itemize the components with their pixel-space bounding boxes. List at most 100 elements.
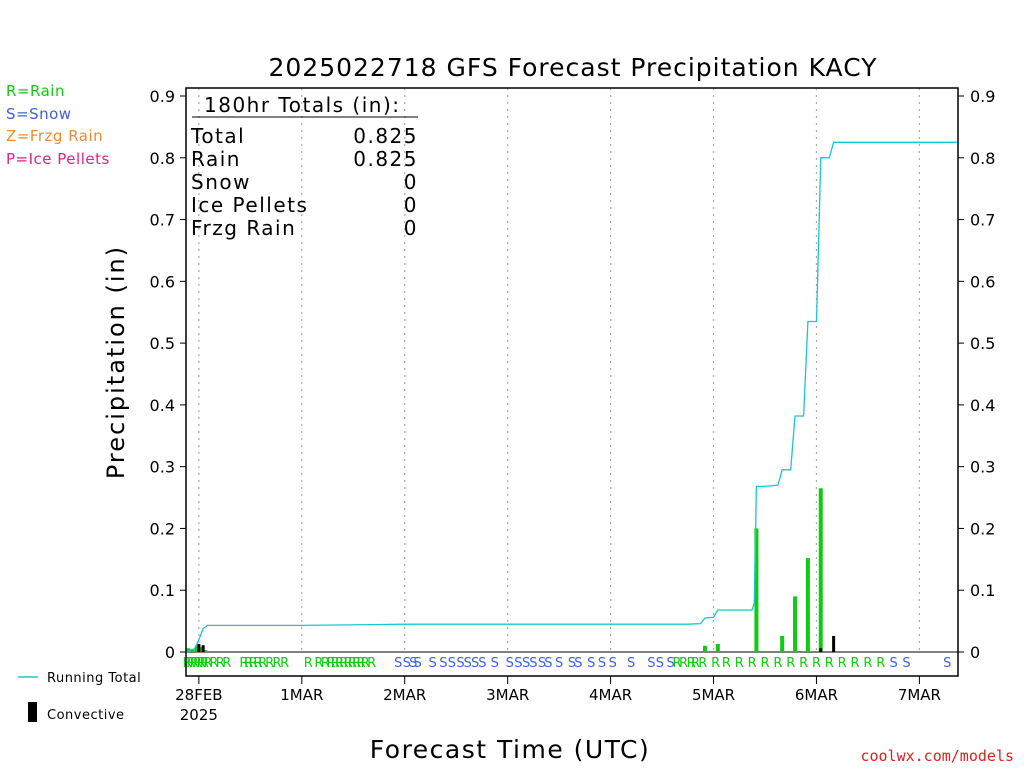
convective-legend: Convective	[47, 708, 125, 723]
x-tick-label: 1MAR	[280, 686, 323, 704]
ptype-letter: S	[403, 656, 411, 671]
ptype-letter: S	[506, 656, 514, 671]
ptype-letter: R	[348, 656, 357, 671]
ptype-letter: R	[352, 656, 361, 671]
legend-snow: S=Snow	[6, 105, 72, 123]
ptype-letter: S	[409, 656, 417, 671]
y-axis: 0 00.1 0.10.2 0.20.3 0.30.4 0.40.5 0.50.6 0.60.…	[150, 87, 996, 662]
ptype-letter: S	[667, 656, 675, 671]
ptype-letter: R	[698, 656, 707, 671]
ptype-letter: S	[609, 656, 617, 671]
ptype-letter: R	[193, 656, 202, 671]
ptype-letter: S	[439, 656, 447, 671]
ptype-letter: S	[413, 656, 421, 671]
ptype-letter: S	[544, 656, 552, 671]
y-tick-label-right: 0	[970, 643, 980, 662]
ptype-letter: R	[304, 656, 313, 671]
ptype-letter: S	[598, 656, 606, 671]
y-tick-label-right: 0.3	[970, 458, 995, 477]
ptype-letter: S	[428, 656, 436, 671]
ptype-letter: R	[239, 656, 248, 671]
precip-bar	[805, 558, 810, 652]
ptype-letter: R	[344, 656, 353, 671]
ptype-letter: S	[514, 656, 522, 671]
convective-bars	[197, 635, 836, 652]
ptype-letter: S	[394, 656, 402, 671]
precip-bar	[818, 488, 823, 652]
y-tick-label-right: 0.6	[970, 272, 995, 291]
running-total-polyline	[185, 141, 958, 653]
ptype-letter: R	[876, 656, 885, 671]
totals-box: 180hr Totals (in): Total 0.825 Rain 0.82…	[190, 93, 418, 240]
y-tick-label-right: 0.9	[970, 87, 995, 106]
ptype-letter: S	[568, 656, 576, 671]
ptype-letter: R	[748, 656, 757, 671]
ptype-letter: R	[326, 656, 335, 671]
x-tick-label: 6MAR	[795, 686, 838, 704]
y-axis-label: Precipitation (in)	[102, 245, 130, 479]
y-tick-label-left: 0.1	[150, 581, 175, 600]
ptype-letter: R	[280, 656, 289, 671]
precip-bar	[793, 596, 798, 652]
totals-label-rain: Rain	[191, 147, 241, 171]
ptype-letter: R	[183, 656, 192, 671]
ptype-letter: R	[691, 656, 700, 671]
ptype-letter: R	[200, 656, 209, 671]
ptype-letter: S	[890, 656, 898, 671]
x-tick-label: 4MAR	[589, 686, 632, 704]
ptype-letter: R	[356, 656, 365, 671]
precip-bar	[780, 635, 785, 652]
totals-label-ice-pellets: Ice Pellets	[191, 193, 308, 217]
ptype-letter: R	[190, 656, 199, 671]
ptype-letter: S	[471, 656, 479, 671]
ptype-letter: R	[335, 656, 344, 671]
credit-text: coolwx.com/models	[860, 747, 1014, 765]
ptype-letter: R	[838, 656, 847, 671]
precip-bars	[186, 488, 823, 652]
ptype-letter: S	[456, 656, 464, 671]
x-tick-label: 7MAR	[898, 686, 941, 704]
totals-value-ice-pellets: 0	[404, 193, 418, 217]
x-axis-label: Forecast Time (UTC)	[370, 735, 650, 764]
ptype-letter: R	[321, 656, 330, 671]
precip-bar	[715, 643, 720, 652]
convective-bar	[197, 643, 201, 652]
ptype-letter: R	[186, 656, 195, 671]
ptype-letter: R	[196, 656, 205, 671]
precip-bar	[186, 648, 191, 652]
ptype-letter: S	[555, 656, 563, 671]
y-tick-label-right: 0.7	[970, 211, 995, 230]
convective-bar	[819, 648, 823, 652]
precip-bar	[754, 528, 759, 652]
x-axis: 28FEB 2025 1MAR 2MAR 3MAR 4MAR 5MAR 6MAR 7MAR	[175, 676, 941, 724]
ptype-letter: R	[272, 656, 281, 671]
ptype-letter: R	[209, 656, 218, 671]
totals-value-rain: 0.825	[353, 147, 418, 171]
y-tick-label-right: 0.1	[970, 581, 995, 600]
totals-label-snow: Snow	[191, 170, 251, 194]
totals-value-frzg-rain: 0	[404, 216, 418, 240]
ptype-letter: S	[538, 656, 546, 671]
totals-label-total: Total	[190, 124, 245, 148]
ptype-letter: R	[773, 656, 782, 671]
ptype-letter: R	[314, 656, 323, 671]
ptype-letter: S	[656, 656, 664, 671]
y-tick-label-right: 0.5	[970, 334, 995, 353]
ptype-letter: R	[711, 656, 720, 671]
ptype-letter: S	[491, 656, 499, 671]
y-tick-label-right: 0.8	[970, 149, 995, 168]
y-tick-label-left: 0.9	[150, 87, 175, 106]
ptype-letter: R	[722, 656, 731, 671]
chart-title: 2025022718 GFS Forecast Precipitation KA…	[269, 53, 878, 82]
ptype-letter: R	[339, 656, 348, 671]
running-total-line	[185, 141, 958, 653]
x-tick-label: 3MAR	[486, 686, 529, 704]
ptype-letter: R	[249, 656, 258, 671]
ptype-letter: S	[464, 656, 472, 671]
ptype-letter: S	[627, 656, 635, 671]
ptype-letter: R	[265, 656, 274, 671]
y-tick-label-left: 0.3	[150, 458, 175, 477]
x-tick-label: 5MAR	[692, 686, 735, 704]
x-tick-sublabel: 2025	[180, 706, 218, 724]
